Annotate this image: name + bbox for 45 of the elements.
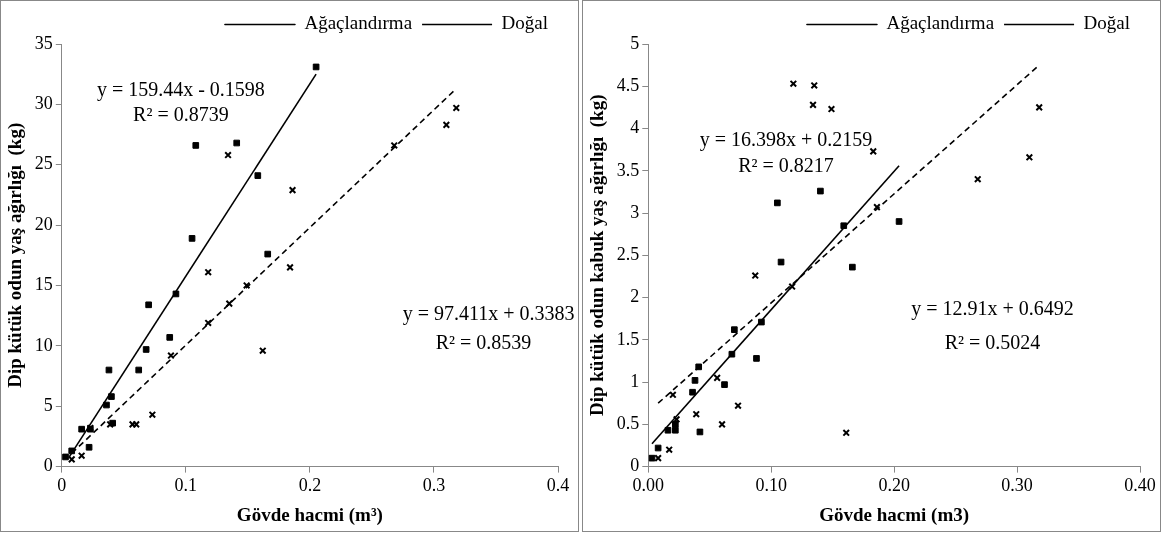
annotation: R² = 0.8739	[133, 103, 229, 126]
y-tick-label: 3.5	[616, 159, 640, 180]
y-tick-label: 1.5	[616, 328, 640, 349]
annotation: y = 12.91x + 0.6492	[911, 297, 1074, 321]
y-tick-label: 35	[34, 32, 53, 53]
x-axis-title: Gövde hacmi (m3)	[819, 503, 970, 526]
legend-label: Doğal	[501, 12, 548, 34]
x-tick-label: 0.3	[422, 475, 446, 496]
y-tick-label: 30	[34, 93, 53, 114]
legend-label: Ağaçlandırma	[886, 12, 995, 34]
x-tick-label: 0	[57, 475, 67, 496]
y-tick-label: 3	[630, 201, 640, 222]
y-tick-label: 1	[630, 370, 640, 391]
annotation: R² = 0.5024	[944, 331, 1041, 354]
x-tick-label: 0.4	[546, 475, 570, 496]
x-tick-label: 0.40	[1124, 475, 1156, 496]
y-tick-label: 25	[34, 153, 53, 174]
x-tick-label: 0.10	[755, 475, 787, 496]
y-tick-label: 5	[43, 394, 53, 415]
y-tick-label: 4	[630, 117, 640, 138]
x-tick-label: 0.2	[298, 475, 322, 496]
legend-label: Ağaçlandırma	[304, 12, 413, 34]
y-tick-label: 2	[630, 286, 640, 307]
y-tick-label: 4.5	[616, 74, 640, 95]
x-tick-label: 0.30	[1001, 475, 1033, 496]
y-tick-label: 10	[34, 334, 53, 355]
y-tick-label: 0.5	[616, 413, 640, 434]
annotation: R² = 0.8539	[435, 331, 532, 354]
y-tick-label: 20	[34, 213, 53, 234]
y-tick-label: 15	[34, 274, 53, 295]
x-tick-label: 0.1	[174, 475, 198, 496]
x-tick-label: 0.20	[878, 475, 910, 496]
y-axis-title: Dip kütük odun yaş ağırlığı (kg)	[4, 122, 27, 388]
y-tick-label: 0	[630, 455, 640, 476]
annotation: y = 97.411x + 0.3383	[402, 301, 575, 325]
y-tick-label: 5	[630, 32, 640, 53]
annotation: y = 159.44x - 0.1598	[96, 77, 265, 101]
y-axis-title: Dip kütük odun kabuk yaş ağırlığı (kg)	[586, 94, 609, 417]
annotation: y = 16.398x + 0.2159	[699, 128, 873, 152]
y-tick-label: 2.5	[616, 244, 640, 265]
x-tick-label: 0.00	[632, 475, 665, 496]
legend-label: Doğal	[1083, 12, 1130, 34]
annotation: R² = 0.8217	[738, 153, 834, 176]
y-tick-label: 0	[43, 455, 53, 476]
x-axis-title: Gövde hacmi (m³)	[236, 503, 383, 526]
